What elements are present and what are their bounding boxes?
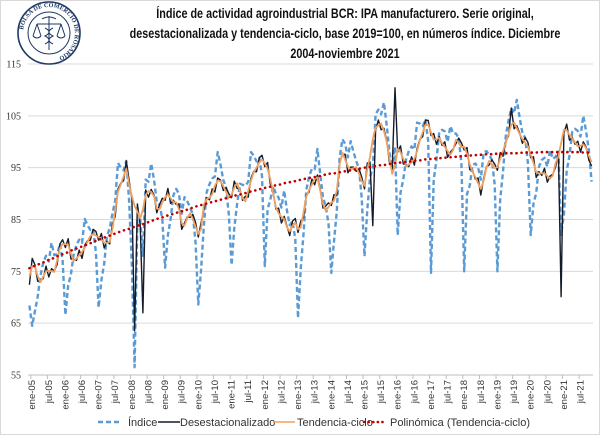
x-tick-label: jul-16 [409,380,420,404]
x-tick-label: ene-05 [27,380,38,410]
x-tick-label: jul-18 [476,380,487,404]
bcr-logo: BOLSA DE COMERCIO DE ROSARIO [17,1,81,65]
x-tick-label: ene-06 [60,380,71,410]
scales-caduceus-icon [32,16,66,50]
x-tick-label: jul-21 [576,380,587,404]
legend-item: Desestacionalizado [158,417,275,429]
x-tick-label: jul-17 [443,380,454,404]
x-tick-label: jul-13 [310,380,321,404]
chart-title-line-2: desestacionalizada y tendencia-ciclo, ba… [129,26,561,41]
series-line-polin-mica-tendencia-ciclo- [28,150,593,270]
chart-title-line-3: 2004-noviembre 2021 [290,46,400,61]
x-tick-label: jul-12 [276,380,287,404]
y-tick-label: 65 [11,319,21,330]
x-tick-label: ene-13 [293,380,304,410]
x-tick-label: ene-19 [492,380,503,410]
y-tick-label: 115 [6,60,21,71]
series-line-tendencia-ciclo [28,121,593,284]
x-tick-label: ene-09 [160,380,171,410]
series-group [28,87,593,369]
legend-item: Polinómica (Tendencia-ciclo) [362,417,530,429]
x-tick-label: jul-19 [509,380,520,404]
x-tick-label: ene-18 [459,380,470,410]
legend-item: Tendencia-ciclo [273,417,373,429]
x-tick-label: jul-05 [44,380,55,404]
x-tick-label: jul-14 [343,380,354,404]
x-tick-label: ene-14 [326,380,337,410]
legend-item: Índice [98,416,157,429]
y-tick-label: 85 [11,215,21,226]
x-tick-label: ene-21 [559,380,570,410]
x-tick-label: ene-17 [426,380,437,410]
x-tick-label: ene-11 [227,380,238,409]
series-line--ndice [28,98,593,369]
y-tick-label: 105 [6,111,21,122]
y-axis-labels: 55 65 75 85 95 105 115 [6,60,21,382]
x-tick-label: jul-09 [177,380,188,404]
x-tick-label: jul-06 [77,380,88,404]
x-tick-label: ene-15 [360,380,371,410]
x-tick-label: jul-10 [210,380,221,404]
legend-label: Polinómica (Tendencia-ciclo) [390,417,530,429]
x-tick-label: jul-08 [143,380,154,404]
x-tick-label: jul-15 [376,380,387,404]
x-tick-label: ene-07 [94,380,105,410]
x-axis: ene-05 jul-05 ene-06 jul-06 ene-07 jul-07 ene-… [27,374,593,410]
x-tick-label: jul-11 [243,380,254,404]
legend-label: Tendencia-ciclo [297,417,373,429]
legend: Índice Desestacionalizado Tendencia-ciclo P… [98,416,530,429]
x-tick-label: ene-10 [193,380,204,410]
y-tick-label: 95 [11,163,21,174]
x-tick-label: ene-20 [526,380,537,410]
chart-title-line-1: Índice de actividad agroindustrial BCR: … [156,6,534,21]
x-tick-label: ene-16 [393,380,404,410]
legend-label: Desestacionalizado [180,417,275,429]
legend-label: Índice [128,416,157,429]
gridlines [28,63,593,376]
y-tick-label: 75 [11,267,21,278]
y-tick-label: 55 [11,371,21,382]
x-tick-label: ene-12 [260,380,271,410]
x-tick-label: jul-07 [110,380,121,404]
x-tick-label: jul-20 [542,380,553,404]
x-tick-label: ene-08 [127,380,138,410]
